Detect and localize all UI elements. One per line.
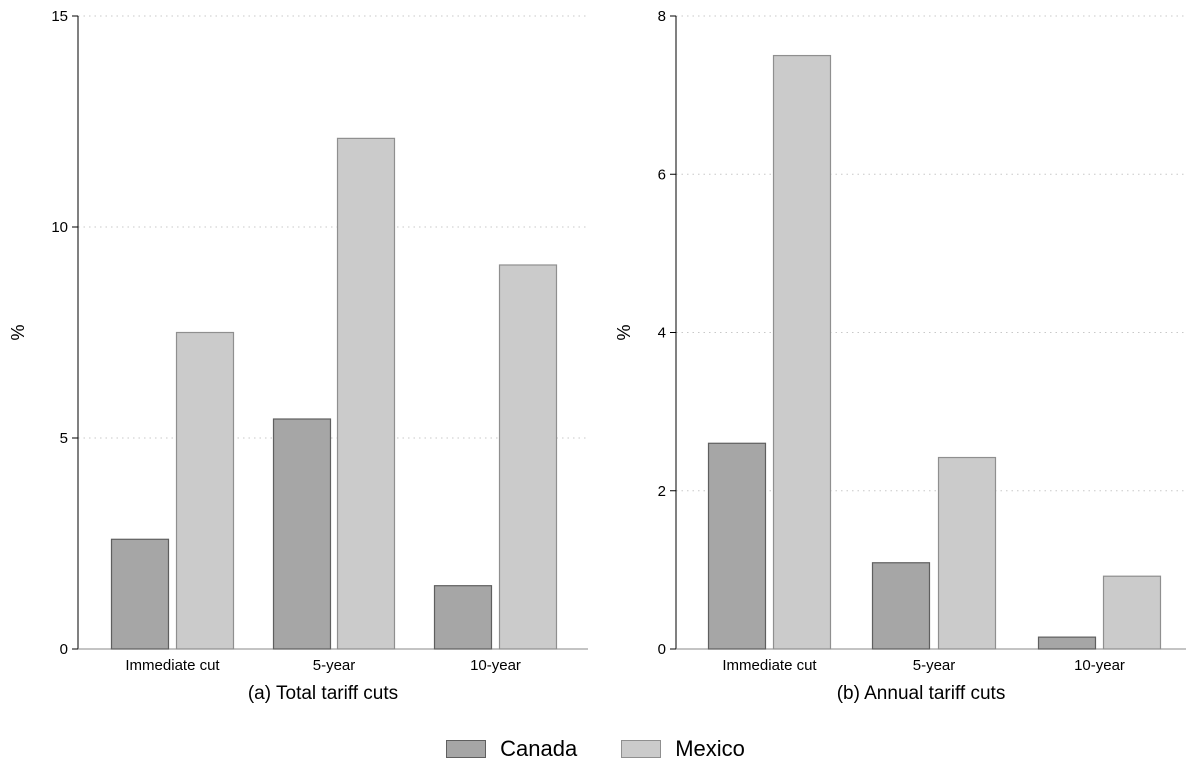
bar-mexico-0-2 bbox=[498, 264, 558, 650]
y-tick-label: 4 bbox=[658, 325, 666, 342]
y-tick-label: 6 bbox=[658, 166, 666, 183]
bar-canada-1-0 bbox=[707, 442, 767, 650]
x-category-label: 5-year bbox=[313, 657, 356, 674]
x-category-label: Immediate cut bbox=[125, 657, 220, 674]
legend-item-canada: Canada bbox=[446, 736, 577, 762]
x-category-label: 10-year bbox=[470, 657, 521, 674]
panel-title: (a) Total tariff cuts bbox=[248, 683, 398, 704]
legend-item-mexico: Mexico bbox=[621, 736, 745, 762]
bar-canada-0-2 bbox=[433, 585, 493, 650]
y-tick-label: 8 bbox=[658, 8, 666, 25]
y-tick-label: 15 bbox=[51, 8, 68, 25]
legend-swatch-canada bbox=[446, 740, 487, 758]
x-category-label: Immediate cut bbox=[722, 657, 817, 674]
x-category-label: 10-year bbox=[1074, 657, 1125, 674]
bar-canada-0-1 bbox=[272, 418, 332, 650]
panel-title: (b) Annual tariff cuts bbox=[837, 683, 1006, 704]
bar-canada-0-0 bbox=[110, 538, 170, 650]
bar-mexico-0-1 bbox=[336, 137, 396, 650]
legend-swatch-mexico bbox=[621, 740, 662, 758]
legend-label-mexico: Mexico bbox=[675, 736, 745, 761]
legend: Canada Mexico bbox=[0, 736, 1191, 762]
bar-mexico-1-0 bbox=[772, 54, 832, 650]
x-category-label: 5-year bbox=[913, 657, 956, 674]
legend-label-canada: Canada bbox=[500, 736, 578, 761]
y-tick-label: 2 bbox=[658, 483, 666, 500]
bar-canada-1-2 bbox=[1037, 636, 1097, 650]
y-tick-label: 5 bbox=[60, 430, 68, 447]
y-axis-label: % bbox=[614, 324, 634, 340]
bar-mexico-1-2 bbox=[1102, 575, 1162, 650]
y-tick-label: 10 bbox=[51, 219, 68, 236]
bar-mexico-0-0 bbox=[175, 331, 235, 650]
bar-mexico-1-1 bbox=[937, 456, 997, 650]
chart-canvas: 0 5 10 15 Immediate cut 5-year 10-year (a) Tota… bbox=[8, 8, 1186, 704]
bar-canada-1-1 bbox=[871, 562, 931, 650]
y-tick-label: 0 bbox=[658, 641, 666, 658]
y-tick-label: 0 bbox=[60, 641, 68, 658]
y-axis-label: % bbox=[8, 324, 28, 340]
